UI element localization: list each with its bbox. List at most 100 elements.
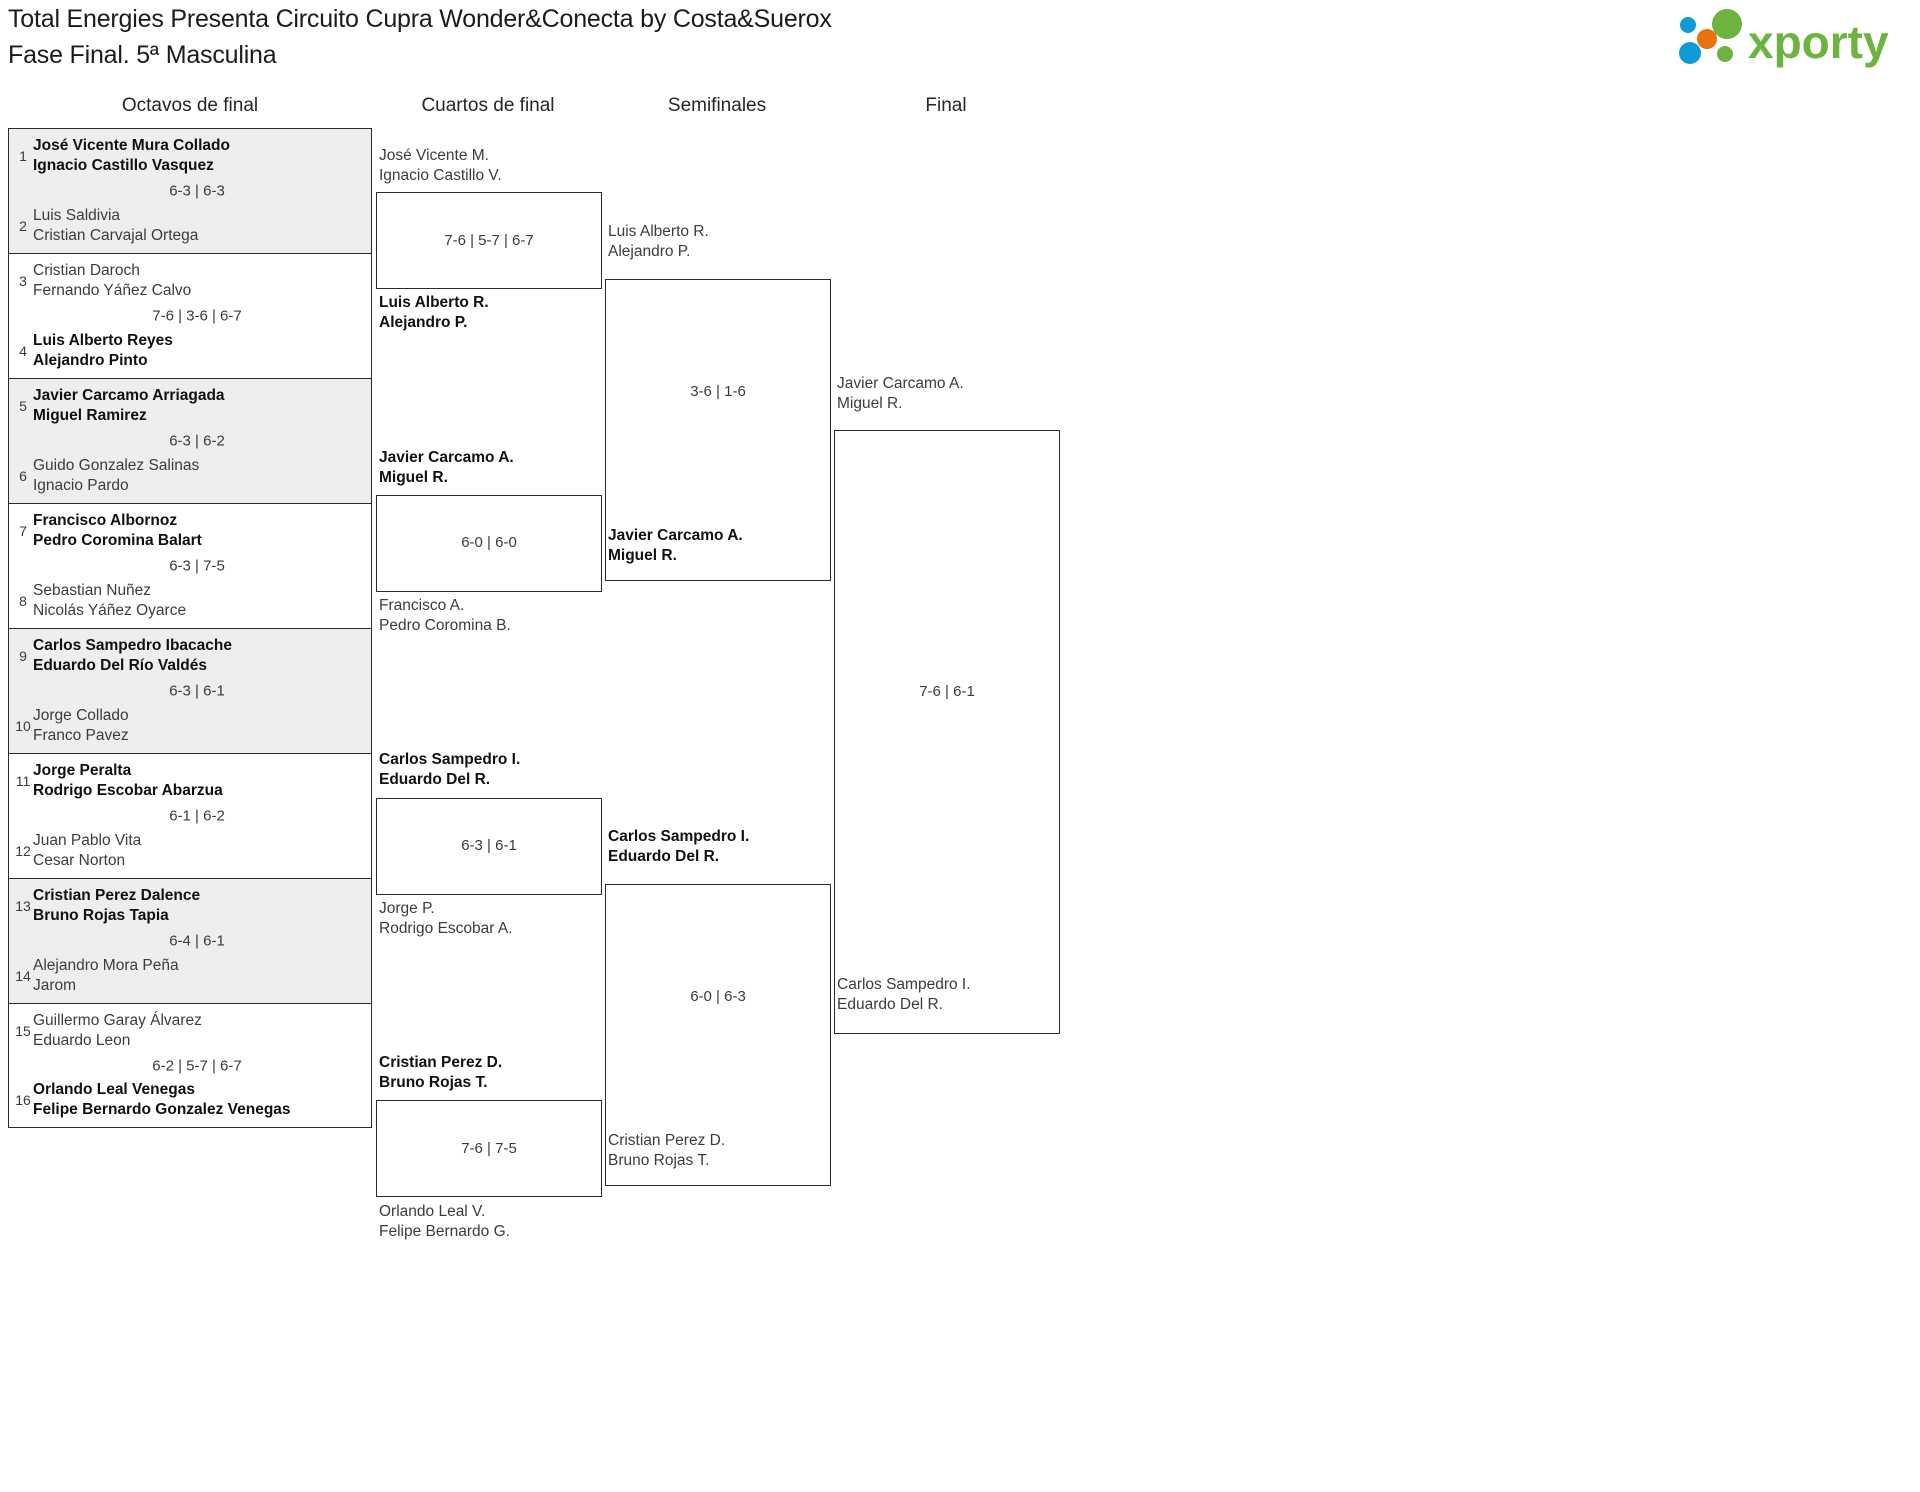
player-name: Franco Pavez <box>33 726 129 744</box>
player-name: Orlando Leal V. <box>379 1203 486 1220</box>
seed-number: 15 <box>15 1023 31 1039</box>
r16-match-1[interactable]: 1 José Vicente Mura Collado Ignacio Cast… <box>8 128 372 253</box>
xporty-logo[interactable]: xporty <box>1670 8 1910 70</box>
player-name: Bruno Rojas T. <box>608 1151 710 1169</box>
player-name: Miguel Ramirez <box>33 406 147 424</box>
qf-team-bot-2[interactable]: Francisco A. Pedro Coromina B. <box>379 596 511 635</box>
final-team-bot[interactable]: Carlos Sampedro I. Eduardo Del R. <box>837 975 971 1014</box>
seed-number: 7 <box>19 523 27 539</box>
player-name: Alejandro Pinto <box>33 351 148 369</box>
r16-team-14[interactable]: 14 Alejandro Mora Peña Jarom <box>9 956 371 996</box>
logo-dot-green-large <box>1712 9 1742 39</box>
qf-score-3: 6-3 | 6-1 <box>461 837 517 854</box>
sf-team-bot-1[interactable]: Javier Carcamo A. Miguel R. <box>608 526 743 565</box>
r16-match-2[interactable]: 3 Cristian Daroch Fernando Yáñez Calvo 7… <box>8 253 372 378</box>
match-score: 6-4 | 6-1 <box>169 932 225 950</box>
qf-team-top-3[interactable]: Carlos Sampedro I. Eduardo Del R. <box>379 750 520 789</box>
r16-match-3[interactable]: 5 Javier Carcamo Arriagada Miguel Ramire… <box>8 378 372 503</box>
xporty-logo-svg: xporty <box>1679 9 1889 68</box>
player-name: Pedro Coromina Balart <box>33 531 202 549</box>
match-score: 6-2 | 5-7 | 6-7 <box>152 1057 242 1074</box>
player-name: Bruno Rojas Tapia <box>33 906 169 924</box>
sf-team-top-2[interactable]: Carlos Sampedro I. Eduardo Del R. <box>608 827 749 866</box>
match-score: 7-6 | 3-6 | 6-7 <box>152 307 242 325</box>
seed-number: 3 <box>19 273 27 289</box>
qf-box-4 <box>376 1100 602 1197</box>
r16-match-4[interactable]: 7 Francisco Albornoz Pedro Coromina Bala… <box>8 503 372 628</box>
r16-team-8[interactable]: 8 Sebastian Nuñez Nicolás Yáñez Oyarce <box>9 581 371 621</box>
qf-team-bot-3[interactable]: Jorge P. Rodrigo Escobar A. <box>379 899 513 938</box>
qf-team-bot-4[interactable]: Orlando Leal V. Felipe Bernardo G. <box>379 1202 510 1241</box>
qf-team-top-2[interactable]: Javier Carcamo A. Miguel R. <box>379 448 514 487</box>
sf-score-2: 6-0 | 6-3 <box>690 988 746 1005</box>
r16-team-6[interactable]: 6 Guido Gonzalez Salinas Ignacio Pardo <box>9 456 371 496</box>
player-name: Fernando Yáñez Calvo <box>33 281 192 299</box>
match-score: 6-3 | 6-1 <box>169 682 225 700</box>
player-name: Cristian Carvajal Ortega <box>33 226 199 244</box>
player-name: Carlos Sampedro I. <box>837 976 971 993</box>
final-team-top[interactable]: Javier Carcamo A. Miguel R. <box>837 374 964 413</box>
seed-number: 16 <box>15 1092 31 1108</box>
player-name: Luis Alberto Reyes <box>33 332 173 349</box>
final-score: 7-6 | 6-1 <box>919 683 975 700</box>
player-name: Eduardo Del R. <box>379 770 491 788</box>
player-name: Cristian Daroch <box>33 262 140 279</box>
r16-team-5[interactable]: 5 Javier Carcamo Arriagada Miguel Ramire… <box>9 386 371 426</box>
player-name: Eduardo Del R. <box>837 995 943 1013</box>
r16-team-15[interactable]: 15 Guillermo Garay Álvarez Eduardo Leon <box>9 1011 371 1051</box>
r16-team-3[interactable]: 3 Cristian Daroch Fernando Yáñez Calvo <box>9 261 371 301</box>
player-name: Jarom <box>33 976 77 994</box>
sf-box-2 <box>605 884 831 1186</box>
r16-team-12[interactable]: 12 Juan Pablo Vita Cesar Norton <box>9 831 371 871</box>
qf-box-1 <box>376 192 602 289</box>
player-name: Luis Alberto R. <box>608 223 709 240</box>
seed-number: 2 <box>19 218 27 234</box>
r16-match-7[interactable]: 13 Cristian Perez Dalence Bruno Rojas Ta… <box>8 878 372 1003</box>
r16-match-8[interactable]: 15 Guillermo Garay Álvarez Eduardo Leon … <box>8 1003 372 1128</box>
player-name: Luis Saldivia <box>33 207 121 224</box>
r16-team-16[interactable]: 16 Orlando Leal Venegas Felipe Bernardo … <box>9 1080 371 1120</box>
qf-team-bot-1[interactable]: Luis Alberto R. Alejandro P. <box>379 293 489 332</box>
r16-team-13[interactable]: 13 Cristian Perez Dalence Bruno Rojas Ta… <box>9 886 371 926</box>
r16-team-9[interactable]: 9 Carlos Sampedro Ibacache Eduardo Del R… <box>9 636 371 676</box>
sf-score-1: 3-6 | 1-6 <box>690 383 746 400</box>
player-name: Javier Carcamo A. <box>608 527 743 544</box>
player-name: Cristian Perez D. <box>379 1054 503 1071</box>
player-name: Bruno Rojas T. <box>379 1073 488 1091</box>
match-score: 6-3 | 7-5 <box>169 557 225 575</box>
player-name: Javier Carcamo A. <box>837 375 964 392</box>
player-name: Felipe Bernardo G. <box>379 1222 510 1240</box>
r16-team-1[interactable]: 1 José Vicente Mura Collado Ignacio Cast… <box>9 136 371 176</box>
logo-dot-orange <box>1697 29 1717 49</box>
r16-team-4[interactable]: 4 Luis Alberto Reyes Alejandro Pinto <box>9 331 371 371</box>
player-name: Orlando Leal Venegas <box>33 1081 195 1098</box>
seed-number: 5 <box>19 398 27 414</box>
r16-match-6[interactable]: 11 Jorge Peralta Rodrigo Escobar Abarzua… <box>8 753 372 878</box>
round-heading-cuartos: Cuartos de final <box>421 95 555 116</box>
match-score: 6-3 | 6-3 <box>169 182 225 200</box>
player-name: Carlos Sampedro I. <box>379 751 521 768</box>
qf-score-1: 7-6 | 5-7 | 6-7 <box>444 232 534 249</box>
r16-team-10[interactable]: 10 Jorge Collado Franco Pavez <box>9 706 371 746</box>
seed-number: 1 <box>19 148 27 164</box>
qf-team-top-4[interactable]: Cristian Perez D. Bruno Rojas T. <box>379 1053 502 1092</box>
r16-team-11[interactable]: 11 Jorge Peralta Rodrigo Escobar Abarzua <box>9 761 371 801</box>
sf-team-top-1[interactable]: Luis Alberto R. Alejandro P. <box>608 222 709 261</box>
seed-number: 4 <box>19 343 27 359</box>
logo-dot-blue-small <box>1680 17 1696 33</box>
r16-match-5[interactable]: 9 Carlos Sampedro Ibacache Eduardo Del R… <box>8 628 372 753</box>
r16-team-7[interactable]: 7 Francisco Albornoz Pedro Coromina Bala… <box>9 511 371 551</box>
qf-team-top-1[interactable]: José Vicente M. Ignacio Castillo V. <box>379 146 502 185</box>
round-of-16-column: 1 José Vicente Mura Collado Ignacio Cast… <box>8 128 372 1128</box>
page-header: Total Energies Presenta Circuito Cupra W… <box>0 0 1920 78</box>
player-name: Carlos Sampedro I. <box>608 828 750 845</box>
seed-number: 14 <box>15 968 31 984</box>
player-name: Francisco A. <box>379 597 465 614</box>
player-name: Nicolás Yáñez Oyarce <box>33 601 187 619</box>
r16-team-2[interactable]: 2 Luis Saldivia Cristian Carvajal Ortega <box>9 206 371 246</box>
seed-number: 6 <box>19 468 27 484</box>
round-heading-octavos: Octavos de final <box>121 95 259 116</box>
player-name: Cristian Perez Dalence <box>33 887 201 904</box>
sf-team-bot-2[interactable]: Cristian Perez D. Bruno Rojas T. <box>608 1131 725 1170</box>
